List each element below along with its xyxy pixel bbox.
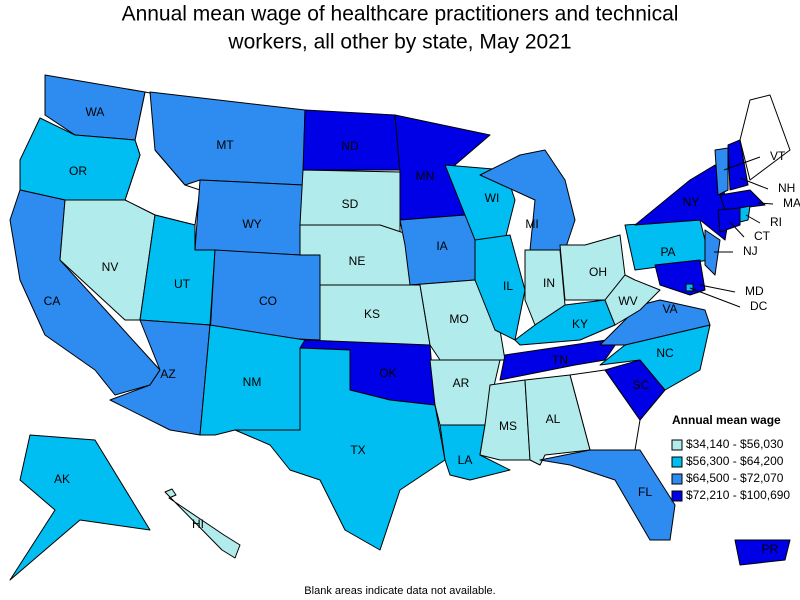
- state-label: NM: [243, 375, 262, 389]
- state-label: HI: [192, 517, 204, 531]
- state-label: TX: [350, 443, 365, 457]
- state-label: AL: [546, 412, 561, 426]
- state-label: IL: [503, 279, 513, 293]
- state-label: LA: [458, 453, 473, 467]
- state-label: UT: [174, 277, 191, 291]
- state-label: MO: [449, 312, 468, 326]
- state: [604, 274, 661, 326]
- state: [734, 539, 791, 566]
- state-label: CA: [44, 294, 61, 308]
- state-label: MI: [525, 217, 538, 231]
- state-label: MT: [216, 138, 234, 152]
- legend-swatch: [671, 439, 683, 451]
- state: [164, 488, 241, 559]
- leader-line: [739, 177, 769, 190]
- state-label: KS: [364, 307, 380, 321]
- blank-states: [124, 91, 791, 451]
- leader-line: [723, 156, 761, 171]
- state-label: OR: [69, 164, 87, 178]
- state-label: WA: [86, 105, 105, 119]
- legend-swatch: [671, 456, 683, 468]
- state-label: AZ: [160, 367, 175, 381]
- legend-title: Annual mean wage: [672, 413, 781, 427]
- state-label: OK: [379, 366, 396, 380]
- legend-label: $56,300 - $64,200: [686, 454, 784, 468]
- state-label: TN: [552, 353, 568, 367]
- state-label: NJ: [743, 244, 758, 258]
- state: [9, 434, 151, 581]
- state: [714, 147, 729, 196]
- state-label: NH: [778, 181, 795, 195]
- leader-line: [729, 221, 745, 238]
- leader-line: [689, 287, 741, 308]
- state: [654, 259, 706, 296]
- state-label: VA: [662, 302, 677, 316]
- state-label: RI: [770, 215, 782, 229]
- state: [739, 205, 751, 223]
- state: [499, 337, 621, 381]
- state-label: MN: [416, 169, 435, 183]
- state-label: WI: [485, 191, 500, 205]
- state-label: MS: [499, 419, 517, 433]
- state-label: WV: [618, 294, 637, 308]
- state-label: OH: [589, 265, 607, 279]
- leader-line: [745, 214, 761, 224]
- state-label: IN: [543, 276, 555, 290]
- state-label: NE: [349, 254, 366, 268]
- state-label: ND: [341, 139, 359, 153]
- state-blank: [739, 94, 791, 181]
- state: [524, 374, 591, 466]
- state: [717, 207, 741, 233]
- state-label: NY: [683, 195, 700, 209]
- legend-label: $34,140 - $56,030: [686, 437, 784, 451]
- state-label: WY: [242, 217, 261, 231]
- leader-line: [757, 202, 774, 205]
- state-label: PA: [660, 245, 675, 259]
- state-label: VT: [770, 149, 786, 163]
- map-title: Annual mean wage of healthcare practitio…: [122, 3, 679, 26]
- state-label: CO: [259, 294, 277, 308]
- state: [719, 189, 766, 211]
- state: [685, 283, 694, 292]
- state-label: NC: [656, 346, 674, 360]
- state-label: FL: [638, 485, 652, 499]
- state-label: NV: [102, 260, 119, 274]
- state-label: MA: [783, 196, 800, 210]
- state-label: DC: [750, 299, 768, 313]
- footnote: Blank areas indicate data not available.: [304, 585, 495, 597]
- state: [234, 347, 446, 551]
- state-label: SD: [342, 197, 359, 211]
- state-label: AK: [54, 472, 70, 486]
- state-label: IA: [436, 239, 447, 253]
- legend-swatch: [671, 473, 683, 485]
- state-label: CT: [754, 229, 771, 243]
- state-label: PR: [762, 542, 779, 556]
- legend-label: $64,500 - $72,070: [686, 471, 784, 485]
- state-label: AR: [453, 376, 470, 390]
- legend-label: $72,210 - $100,690: [686, 488, 790, 502]
- state-label: SC: [633, 378, 650, 392]
- leader-line: [699, 284, 736, 293]
- map-title: workers, all other by state, May 2021: [227, 31, 571, 54]
- state: [704, 229, 721, 276]
- state-label: MD: [745, 284, 764, 298]
- state-label: KY: [572, 317, 588, 331]
- legend-swatch: [671, 490, 683, 502]
- state: [539, 449, 676, 541]
